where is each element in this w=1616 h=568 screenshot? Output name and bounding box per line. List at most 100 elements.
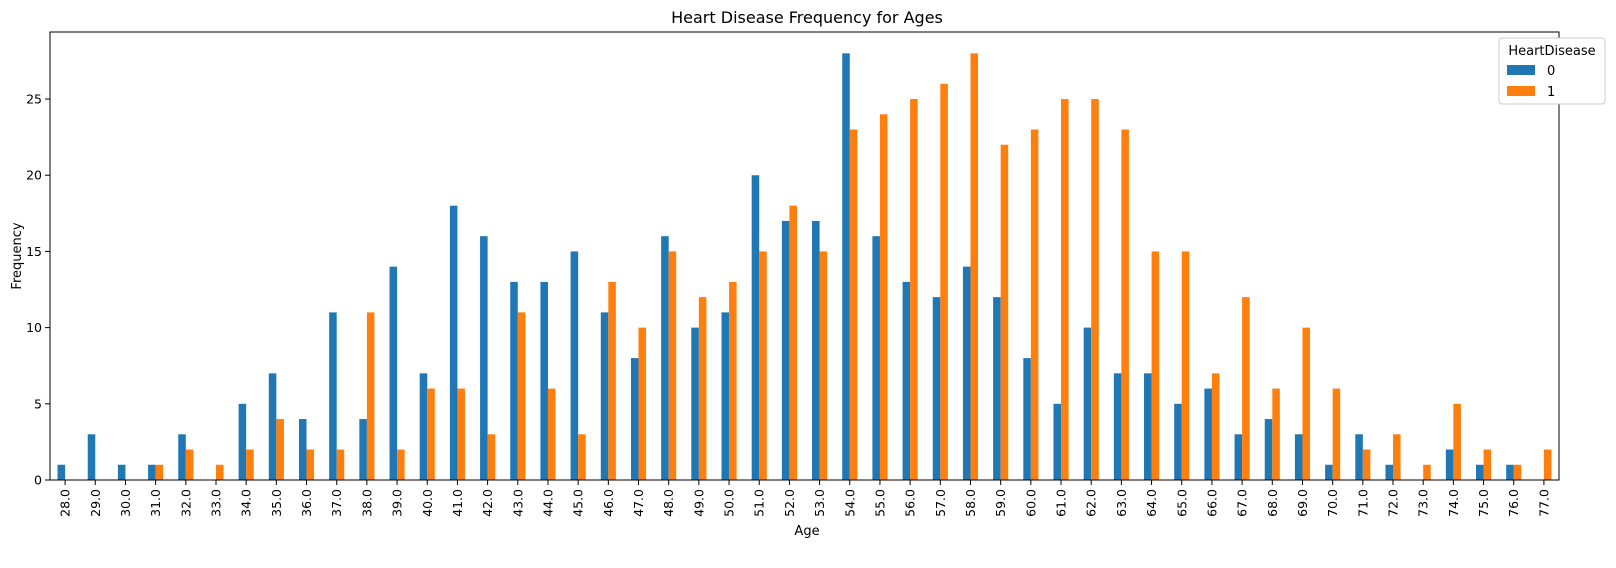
x-tick-label: 45.0 xyxy=(571,489,586,517)
x-tick-label: 41.0 xyxy=(450,489,465,517)
x-tick-label: 52.0 xyxy=(782,489,797,517)
x-tick-label: 31.0 xyxy=(148,489,163,517)
bar-series-0-age-65.0 xyxy=(1174,403,1182,480)
bar-series-1-age-59.0 xyxy=(1000,144,1009,480)
bar-series-1-age-72.0 xyxy=(1393,434,1401,480)
bar-series-0-age-71.0 xyxy=(1355,434,1363,480)
x-tick-label: 58.0 xyxy=(963,489,978,517)
bar-series-1-age-68.0 xyxy=(1272,388,1280,480)
x-axis-label: Age xyxy=(794,524,819,539)
x-tick-label: 46.0 xyxy=(601,489,616,517)
x-tick-label: 28.0 xyxy=(58,489,73,517)
bar-series-0-age-30.0 xyxy=(117,464,126,480)
bar-series-0-age-36.0 xyxy=(298,419,307,480)
bar-series-1-age-53.0 xyxy=(819,251,828,480)
x-tick-label: 51.0 xyxy=(752,489,767,517)
x-tick-label: 71.0 xyxy=(1355,489,1370,517)
bar-series-0-age-61.0 xyxy=(1053,403,1062,480)
bar-series-0-age-29.0 xyxy=(87,434,96,480)
x-tick-label: 32.0 xyxy=(178,489,193,517)
bar-series-1-age-36.0 xyxy=(306,449,315,480)
bar-series-1-age-62.0 xyxy=(1091,99,1099,481)
bar-series-0-age-47.0 xyxy=(630,358,639,480)
x-tick-label: 56.0 xyxy=(903,489,918,517)
x-tick-label: 37.0 xyxy=(329,489,344,517)
x-tick-label: 40.0 xyxy=(420,489,435,517)
bar-series-1-age-48.0 xyxy=(668,251,677,480)
bar-series-1-age-64.0 xyxy=(1151,251,1160,480)
x-tick-label: 53.0 xyxy=(812,489,827,517)
x-tick-label: 64.0 xyxy=(1144,489,1159,517)
legend: HeartDisease 0 1 xyxy=(1498,37,1606,105)
bar-series-0-age-67.0 xyxy=(1234,434,1243,480)
bar-series-1-age-54.0 xyxy=(849,129,858,480)
bar-series-0-age-62.0 xyxy=(1083,327,1092,480)
bar-series-1-age-65.0 xyxy=(1181,251,1190,480)
x-tick-label: 62.0 xyxy=(1084,489,1099,517)
y-tick-label: 15 xyxy=(26,244,42,259)
bar-series-1-age-71.0 xyxy=(1362,449,1371,480)
legend-swatch-1 xyxy=(1507,86,1535,96)
legend-title: HeartDisease xyxy=(1508,44,1595,59)
x-tick-label: 68.0 xyxy=(1265,489,1280,517)
x-tick-label: 49.0 xyxy=(691,489,706,517)
bar-series-1-age-50.0 xyxy=(729,281,737,480)
bar-series-1-age-45.0 xyxy=(578,434,586,480)
bar-series-0-age-60.0 xyxy=(1023,358,1031,480)
bar-series-1-age-52.0 xyxy=(789,205,797,480)
bar-series-0-age-37.0 xyxy=(329,312,337,480)
x-tick-label: 61.0 xyxy=(1054,489,1069,517)
x-tick-label: 43.0 xyxy=(510,489,525,517)
bar-series-0-age-44.0 xyxy=(540,281,548,480)
bar-series-0-age-28.0 xyxy=(57,464,66,480)
x-tick-label: 44.0 xyxy=(540,489,555,517)
bar-series-1-age-69.0 xyxy=(1302,327,1311,480)
x-tick-label: 59.0 xyxy=(993,489,1008,517)
bar-series-0-age-32.0 xyxy=(178,434,186,480)
x-tick-label: 47.0 xyxy=(631,489,646,517)
bar-series-1-age-47.0 xyxy=(638,327,647,480)
x-tick-label: 55.0 xyxy=(872,489,887,517)
plot-frame xyxy=(49,31,1560,481)
chart-title: Heart Disease Frequency for Ages xyxy=(671,8,943,27)
bar-series-1-age-55.0 xyxy=(879,114,888,481)
bar-series-0-age-43.0 xyxy=(510,281,518,480)
bar-series-0-age-38.0 xyxy=(359,419,367,480)
bar-series-0-age-68.0 xyxy=(1264,419,1273,480)
legend-swatch-0 xyxy=(1507,65,1535,75)
bar-series-0-age-50.0 xyxy=(721,312,730,480)
bar-series-0-age-69.0 xyxy=(1294,434,1303,480)
bar-series-0-age-57.0 xyxy=(932,297,941,480)
bar-series-0-age-59.0 xyxy=(993,297,1001,480)
bar-series-0-age-42.0 xyxy=(480,236,488,480)
bar-series-1-age-51.0 xyxy=(759,251,767,480)
bar-series-0-age-46.0 xyxy=(600,312,609,480)
legend-label-1: 1 xyxy=(1547,85,1555,100)
x-tick-label: 72.0 xyxy=(1386,489,1401,517)
bar-series-1-age-63.0 xyxy=(1121,129,1129,480)
x-tick-label: 42.0 xyxy=(480,489,495,517)
x-tick-label: 74.0 xyxy=(1446,489,1461,517)
x-tick-label: 34.0 xyxy=(239,489,254,517)
bar-series-1-age-32.0 xyxy=(185,449,194,480)
bar-series-1-age-34.0 xyxy=(246,449,254,480)
x-tick-label: 35.0 xyxy=(269,489,284,517)
bar-series-1-age-66.0 xyxy=(1211,373,1220,480)
bar-series-1-age-73.0 xyxy=(1423,464,1431,480)
bar-series-0-age-40.0 xyxy=(419,373,428,480)
bar-series-1-age-60.0 xyxy=(1030,129,1039,480)
bar-series-0-age-51.0 xyxy=(751,175,760,480)
x-tick-label: 77.0 xyxy=(1536,489,1551,517)
x-tick-label: 29.0 xyxy=(88,489,103,517)
bar-series-1-age-44.0 xyxy=(547,388,556,480)
bar-series-1-age-39.0 xyxy=(397,449,405,480)
bar-series-1-age-76.0 xyxy=(1513,464,1522,480)
bar-series-0-age-35.0 xyxy=(268,373,277,480)
bar-series-0-age-66.0 xyxy=(1204,388,1212,480)
y-tick-label: 25 xyxy=(26,92,42,107)
bar-series-1-age-67.0 xyxy=(1242,297,1250,480)
bar-series-0-age-76.0 xyxy=(1506,464,1514,480)
y-tick-label: 20 xyxy=(26,168,42,183)
bar-series-0-age-45.0 xyxy=(570,251,579,480)
